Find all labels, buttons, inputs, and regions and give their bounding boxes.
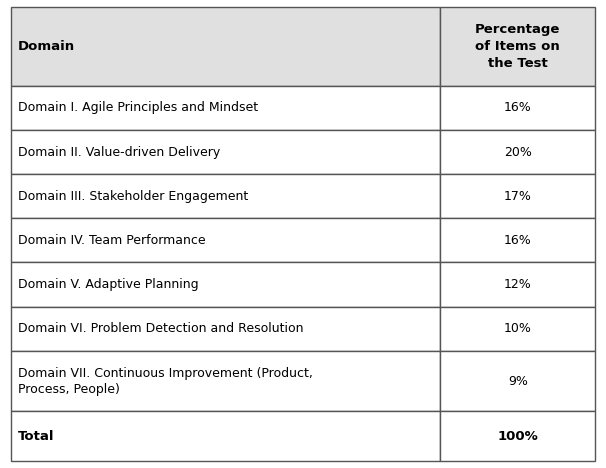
Text: Domain: Domain [18, 40, 75, 53]
Text: 16%: 16% [504, 234, 531, 247]
Text: Domain V. Adaptive Planning: Domain V. Adaptive Planning [18, 278, 199, 291]
Text: Percentage
of Items on
the Test: Percentage of Items on the Test [475, 23, 561, 70]
Text: 10%: 10% [504, 322, 531, 335]
Text: Domain I. Agile Principles and Mindset: Domain I. Agile Principles and Mindset [18, 102, 258, 114]
Bar [441, 307, 595, 351]
Bar [441, 351, 595, 411]
Text: 9%: 9% [508, 375, 528, 388]
Text: Domain II. Value-driven Delivery: Domain II. Value-driven Delivery [18, 146, 221, 159]
Bar [11, 218, 441, 263]
Text: 17%: 17% [504, 190, 531, 203]
Text: Domain VII. Continuous Improvement (Product,
Process, People): Domain VII. Continuous Improvement (Prod… [18, 366, 313, 395]
Text: Domain VI. Problem Detection and Resolution: Domain VI. Problem Detection and Resolut… [18, 322, 304, 335]
Text: 12%: 12% [504, 278, 531, 291]
Bar [11, 351, 441, 411]
Bar [11, 263, 441, 307]
Text: 100%: 100% [498, 430, 538, 443]
Text: Total: Total [18, 430, 55, 443]
Bar [441, 218, 595, 263]
Text: Domain IV. Team Performance: Domain IV. Team Performance [18, 234, 206, 247]
Bar [11, 174, 441, 218]
Text: Domain III. Stakeholder Engagement: Domain III. Stakeholder Engagement [18, 190, 248, 203]
Bar [441, 130, 595, 174]
Text: 20%: 20% [504, 146, 531, 159]
Bar [11, 86, 441, 130]
Bar [441, 174, 595, 218]
Bar [11, 130, 441, 174]
Bar [11, 7, 441, 86]
Bar [441, 86, 595, 130]
Bar [441, 263, 595, 307]
Bar [441, 7, 595, 86]
Text: 16%: 16% [504, 102, 531, 114]
Bar [11, 411, 441, 461]
Bar [441, 411, 595, 461]
Bar [11, 307, 441, 351]
